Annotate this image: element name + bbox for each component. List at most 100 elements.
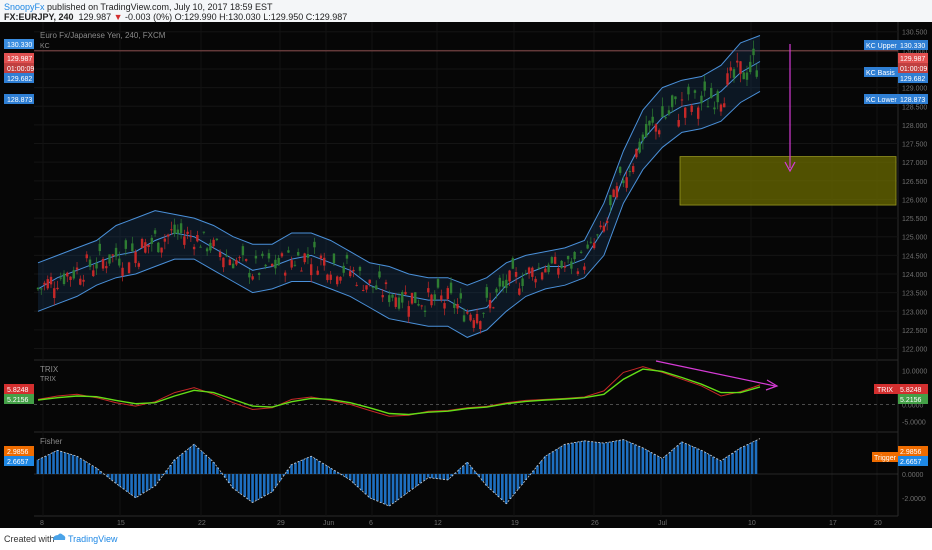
fisher-bar [508, 474, 512, 499]
fisher-bar [731, 453, 734, 474]
fisher-bar [520, 474, 524, 485]
fisher-bar [262, 474, 266, 497]
fisher-bar [676, 445, 680, 474]
fisher-bar [333, 470, 336, 474]
fisher-bar [301, 459, 305, 474]
candle-body [82, 279, 85, 282]
fisher-bar [130, 474, 133, 495]
price-tick-label: 124.000 [902, 272, 927, 279]
candle-body [313, 241, 316, 248]
publish-line: SnoopyFx published on TradingView.com, J… [4, 2, 273, 12]
candle-body [423, 310, 427, 313]
fisher-bar [594, 442, 598, 474]
trix-lines [37, 366, 761, 417]
candle-body [339, 276, 342, 281]
fisher-bar [40, 457, 44, 474]
fisher-pane-title: Fisher [40, 437, 63, 446]
candle-body [95, 263, 98, 269]
last-price: 129.987 [78, 12, 112, 22]
candle-body [43, 282, 46, 285]
fisher-bar [719, 460, 723, 474]
candle-body [394, 297, 397, 307]
candle-body [433, 294, 436, 300]
candle-body [524, 273, 528, 275]
fisher-bar [461, 465, 465, 474]
created-with-text: Created with [4, 534, 55, 544]
fisher-bar [477, 474, 481, 477]
fisher-bar [739, 447, 742, 474]
tradingview-brand-link[interactable]: TradingView [68, 534, 118, 544]
author-link[interactable]: SnoopyFx [4, 2, 45, 12]
fisher-bar [364, 474, 368, 495]
fisher-bar [419, 474, 422, 484]
fisher-right-label-bg [872, 452, 898, 462]
candle-body [329, 274, 332, 280]
candle-body [690, 105, 693, 112]
fisher-bar [63, 452, 67, 474]
fisher-bar [188, 447, 192, 474]
trix-tick-label: 0.0000 [902, 402, 924, 409]
fisher-bar [99, 471, 102, 474]
price-tick-label: 122.000 [902, 347, 927, 354]
candle-body [270, 263, 274, 267]
fisher-bar [489, 474, 492, 490]
candle-body [218, 252, 222, 258]
candle-body [651, 116, 654, 123]
candle-body [248, 272, 251, 278]
trix-right-tag-green-bg [898, 394, 928, 404]
open-value: O:129.990 [174, 12, 217, 22]
candle-body [667, 110, 671, 115]
candle-body [274, 259, 277, 269]
fisher-bar [458, 469, 461, 474]
symbol-label[interactable]: FX:EURJPY, 240 [4, 12, 74, 22]
candle-body [631, 166, 635, 173]
candle-body [644, 123, 648, 137]
right-label-kc-basis: KC Basis [866, 70, 895, 77]
candle-body [153, 230, 157, 234]
candle-body [560, 260, 563, 268]
candle-body [127, 262, 131, 274]
fisher-bar [559, 446, 563, 474]
kc-upper-line [37, 35, 761, 286]
fisher-bar [352, 474, 356, 484]
right-tag-upper: 130.330 [900, 43, 925, 50]
chart-area[interactable]: 130.500130.000129.500129.000128.500128.0… [0, 22, 932, 528]
candle-body [287, 250, 290, 253]
fisher-bar [434, 474, 438, 479]
fisher-bar [411, 474, 414, 489]
price-tick-label: 130.000 [902, 48, 927, 55]
candle-body [531, 267, 534, 277]
candle-body [72, 270, 75, 279]
candle-body [46, 279, 49, 289]
fisher-bar [715, 458, 719, 474]
chart-svg[interactable]: 130.500130.000129.500129.000128.500128.0… [0, 22, 932, 528]
fisher-left-tag-blue-bg [4, 456, 34, 466]
candle-body [384, 282, 388, 285]
candle-body [326, 274, 329, 281]
fisher-bar [165, 470, 168, 474]
fisher-bar [341, 474, 344, 476]
fisher-bar [223, 474, 227, 478]
fisher-bar [707, 454, 711, 474]
time-tick-label: 20 [874, 520, 882, 527]
candle-body [693, 90, 697, 93]
candle-body [92, 270, 95, 277]
fisher-bar [192, 444, 196, 474]
fisher-bar [220, 472, 223, 474]
candle-body [283, 272, 287, 276]
candle-body [375, 285, 378, 290]
candle-body [53, 288, 56, 299]
chart-header: SnoopyFx published on TradingView.com, J… [0, 0, 932, 22]
fisher-bar [649, 452, 652, 474]
candle-body [732, 69, 736, 78]
fisher-left-tag-orange: 2.9856 [7, 449, 29, 456]
candle-body [453, 303, 456, 308]
fisher-bar [235, 474, 239, 492]
candle-body [121, 267, 124, 276]
fisher-bar [711, 456, 715, 474]
fisher-bar [44, 455, 48, 474]
candle-body [742, 72, 745, 80]
candle-body [59, 277, 62, 279]
candle-body [589, 241, 593, 243]
fisher-bar [204, 455, 208, 474]
